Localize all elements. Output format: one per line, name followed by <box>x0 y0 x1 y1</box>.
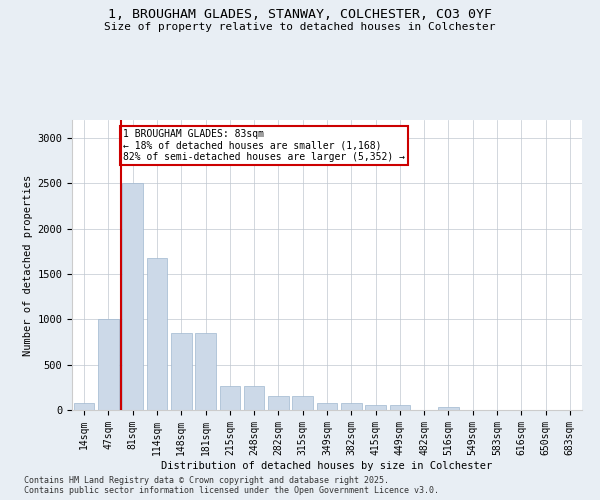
Bar <box>365 405 386 410</box>
Bar <box>317 403 337 410</box>
Text: Size of property relative to detached houses in Colchester: Size of property relative to detached ho… <box>104 22 496 32</box>
Bar <box>122 184 143 410</box>
Bar <box>244 386 265 410</box>
Bar <box>171 333 191 410</box>
Bar <box>195 333 216 410</box>
Text: Contains HM Land Registry data © Crown copyright and database right 2025.
Contai: Contains HM Land Registry data © Crown c… <box>24 476 439 495</box>
Text: 1, BROUGHAM GLADES, STANWAY, COLCHESTER, CO3 0YF: 1, BROUGHAM GLADES, STANWAY, COLCHESTER,… <box>108 8 492 20</box>
Y-axis label: Number of detached properties: Number of detached properties <box>23 174 33 356</box>
Bar <box>146 258 167 410</box>
Bar <box>268 396 289 410</box>
Bar <box>98 320 119 410</box>
Bar <box>74 403 94 410</box>
Bar <box>438 408 459 410</box>
Bar <box>389 406 410 410</box>
X-axis label: Distribution of detached houses by size in Colchester: Distribution of detached houses by size … <box>161 460 493 470</box>
Bar <box>341 403 362 410</box>
Bar <box>292 396 313 410</box>
Bar <box>220 386 240 410</box>
Text: 1 BROUGHAM GLADES: 83sqm
← 18% of detached houses are smaller (1,168)
82% of sem: 1 BROUGHAM GLADES: 83sqm ← 18% of detach… <box>123 129 405 162</box>
